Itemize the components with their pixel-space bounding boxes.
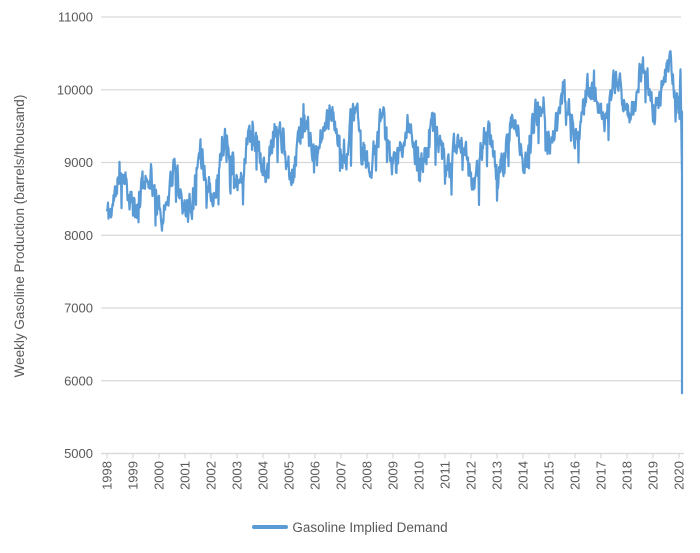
- legend-label: Gasoline Implied Demand: [292, 519, 448, 535]
- y-tick-label: 7000: [64, 301, 93, 316]
- y-tick-label: 6000: [64, 373, 93, 388]
- x-tick-label: 2008: [360, 461, 375, 490]
- x-tick-label: 2001: [178, 461, 193, 490]
- x-tick-label: 2007: [334, 461, 349, 490]
- x-tick-label: 2012: [464, 461, 479, 490]
- y-tick-label: 10000: [57, 82, 93, 97]
- y-axis-tick-labels: 11000 10000 9000 8000 7000 6000 5000: [57, 10, 93, 462]
- x-tick-label: 2003: [230, 461, 245, 490]
- x-tick-label: 2019: [646, 461, 661, 490]
- y-tick-label: 8000: [64, 228, 93, 243]
- x-tick-label: 2016: [568, 461, 583, 490]
- x-tick-label: 2000: [152, 461, 167, 490]
- x-tick-label: 2014: [516, 461, 531, 490]
- x-tick-label: 2004: [256, 461, 271, 490]
- x-tick-label: 1999: [126, 461, 141, 490]
- series-line-gasoline-implied-demand: [105, 50, 684, 395]
- x-tick-label: 2002: [204, 461, 219, 490]
- x-tick-label: 2006: [308, 461, 323, 490]
- x-tick-label: 2011: [438, 461, 453, 489]
- x-tick-label: 2015: [542, 461, 557, 490]
- x-tick-label: 2018: [620, 461, 635, 490]
- y-tick-label: 5000: [64, 446, 93, 461]
- x-tick-label: 2020: [672, 461, 687, 490]
- x-axis-ticks: [106, 453, 680, 459]
- x-tick-label: 1998: [100, 461, 115, 490]
- legend-line-marker: [252, 525, 289, 529]
- x-axis-tick-labels: 1998 1999 2000 2001 2002 2003 2004 2005 2006 2007…: [100, 461, 687, 490]
- x-tick-label: 2017: [594, 461, 609, 490]
- legend: Gasoline Implied Demand: [0, 514, 700, 540]
- x-tick-label: 2005: [282, 461, 297, 490]
- x-tick-label: 2013: [490, 461, 505, 490]
- x-tick-label: 2009: [386, 461, 401, 490]
- y-tick-label: 9000: [64, 155, 93, 170]
- y-tick-label: 11000: [58, 10, 93, 25]
- x-tick-label: 2010: [412, 461, 427, 490]
